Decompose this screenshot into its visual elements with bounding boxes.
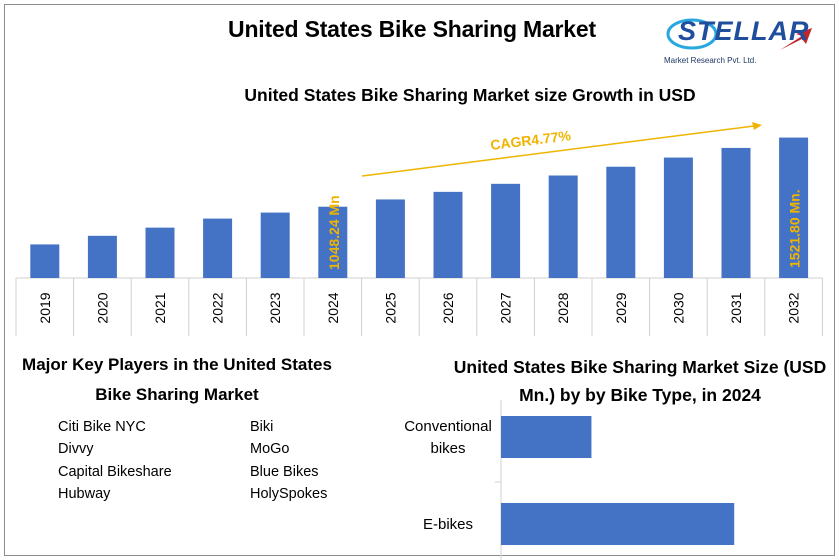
stellar-logo: STELLAR Market Research Pvt. Ltd. [662, 12, 830, 70]
player-item: Divvy [58, 441, 94, 458]
data-bar [606, 166, 636, 278]
data-bar [203, 218, 233, 278]
bike-type-chart-title: United States Bike Sharing Market Size (… [448, 353, 832, 409]
player-item: HolySpokes [250, 485, 328, 502]
x-tick-label: 2023 [267, 292, 283, 323]
x-tick-label: 2028 [555, 292, 571, 323]
bike-type-title-line-1: United States Bike Sharing Market Size (… [453, 357, 827, 377]
data-bar [548, 175, 578, 278]
logo-swoosh-icon [666, 18, 812, 50]
players-title-line-1: Major Key Players in the United States [22, 355, 332, 374]
data-bar [663, 157, 693, 278]
logo-wordmark: STELLAR [678, 16, 810, 46]
x-tick-label: 2027 [498, 292, 514, 323]
x-tick-label: 2022 [210, 292, 226, 323]
player-item: Citi Bike NYC [58, 419, 146, 435]
logo-tagline: Market Research Pvt. Ltd. [664, 56, 757, 65]
data-bar [491, 183, 521, 278]
data-bar [87, 235, 117, 278]
cagr-label: CAGR4.77% [489, 127, 572, 153]
category-label: Conventional [404, 418, 492, 435]
bike-type-title-line-2: Mn.) by by Bike Type, in 2024 [519, 385, 761, 405]
category-label: E-bikes [423, 516, 473, 533]
data-bar [779, 137, 809, 278]
players-title-line-2: Bike Sharing Market [95, 385, 259, 404]
x-tick-label: 2019 [37, 292, 53, 323]
x-tick-label: 2032 [786, 292, 802, 323]
cagr-arrow-line [361, 125, 755, 177]
players-list-right: Biki MoGo Blue Bikes HolySpokes [250, 416, 327, 505]
data-bar [375, 199, 405, 278]
player-item: Blue Bikes [250, 463, 319, 480]
x-tick-label: 2021 [152, 292, 168, 323]
x-tick-label: 2020 [94, 292, 110, 323]
data-bar [501, 416, 592, 458]
infographic-frame [4, 4, 835, 556]
data-bar [260, 212, 290, 278]
x-tick-label: 2030 [670, 292, 686, 323]
players-list-left: Citi Bike NYC Divvy Capital Bikeshare Hu… [58, 416, 172, 505]
player-item: Capital Bikeshare [58, 463, 172, 480]
data-bar [318, 206, 348, 278]
player-item: Biki [250, 419, 274, 435]
data-label-2024: 1048.24 Mn [326, 195, 342, 270]
player-item: Hubway [58, 485, 111, 502]
player-item: MoGo [250, 441, 290, 458]
x-tick-label: 2026 [440, 292, 456, 323]
data-bar [433, 191, 463, 278]
x-tick-label: 2031 [728, 292, 744, 323]
growth-chart-title: United States Bike Sharing Market size G… [244, 85, 696, 105]
data-bar [145, 227, 175, 278]
cagr-arrow-head [752, 122, 762, 130]
page-title: United States Bike Sharing Market [228, 16, 596, 42]
data-bar [501, 503, 735, 545]
data-label-2032: 1521.80 Mn. [787, 189, 803, 268]
bike-type-bar-chart: Conventional bikes E-bikes [404, 400, 735, 560]
category-label: bikes [430, 440, 465, 457]
players-title: Major Key Players in the United States B… [12, 350, 342, 410]
data-bar [30, 244, 60, 278]
x-tick-label: 2025 [382, 292, 398, 323]
x-tick-label: 2029 [613, 292, 629, 323]
data-bar [721, 147, 751, 278]
x-tick-label: 2024 [325, 292, 341, 323]
growth-bar-chart: 2019 2020 2021 2022 2023 2024 2025 2026 2027 2028… [15, 122, 823, 336]
